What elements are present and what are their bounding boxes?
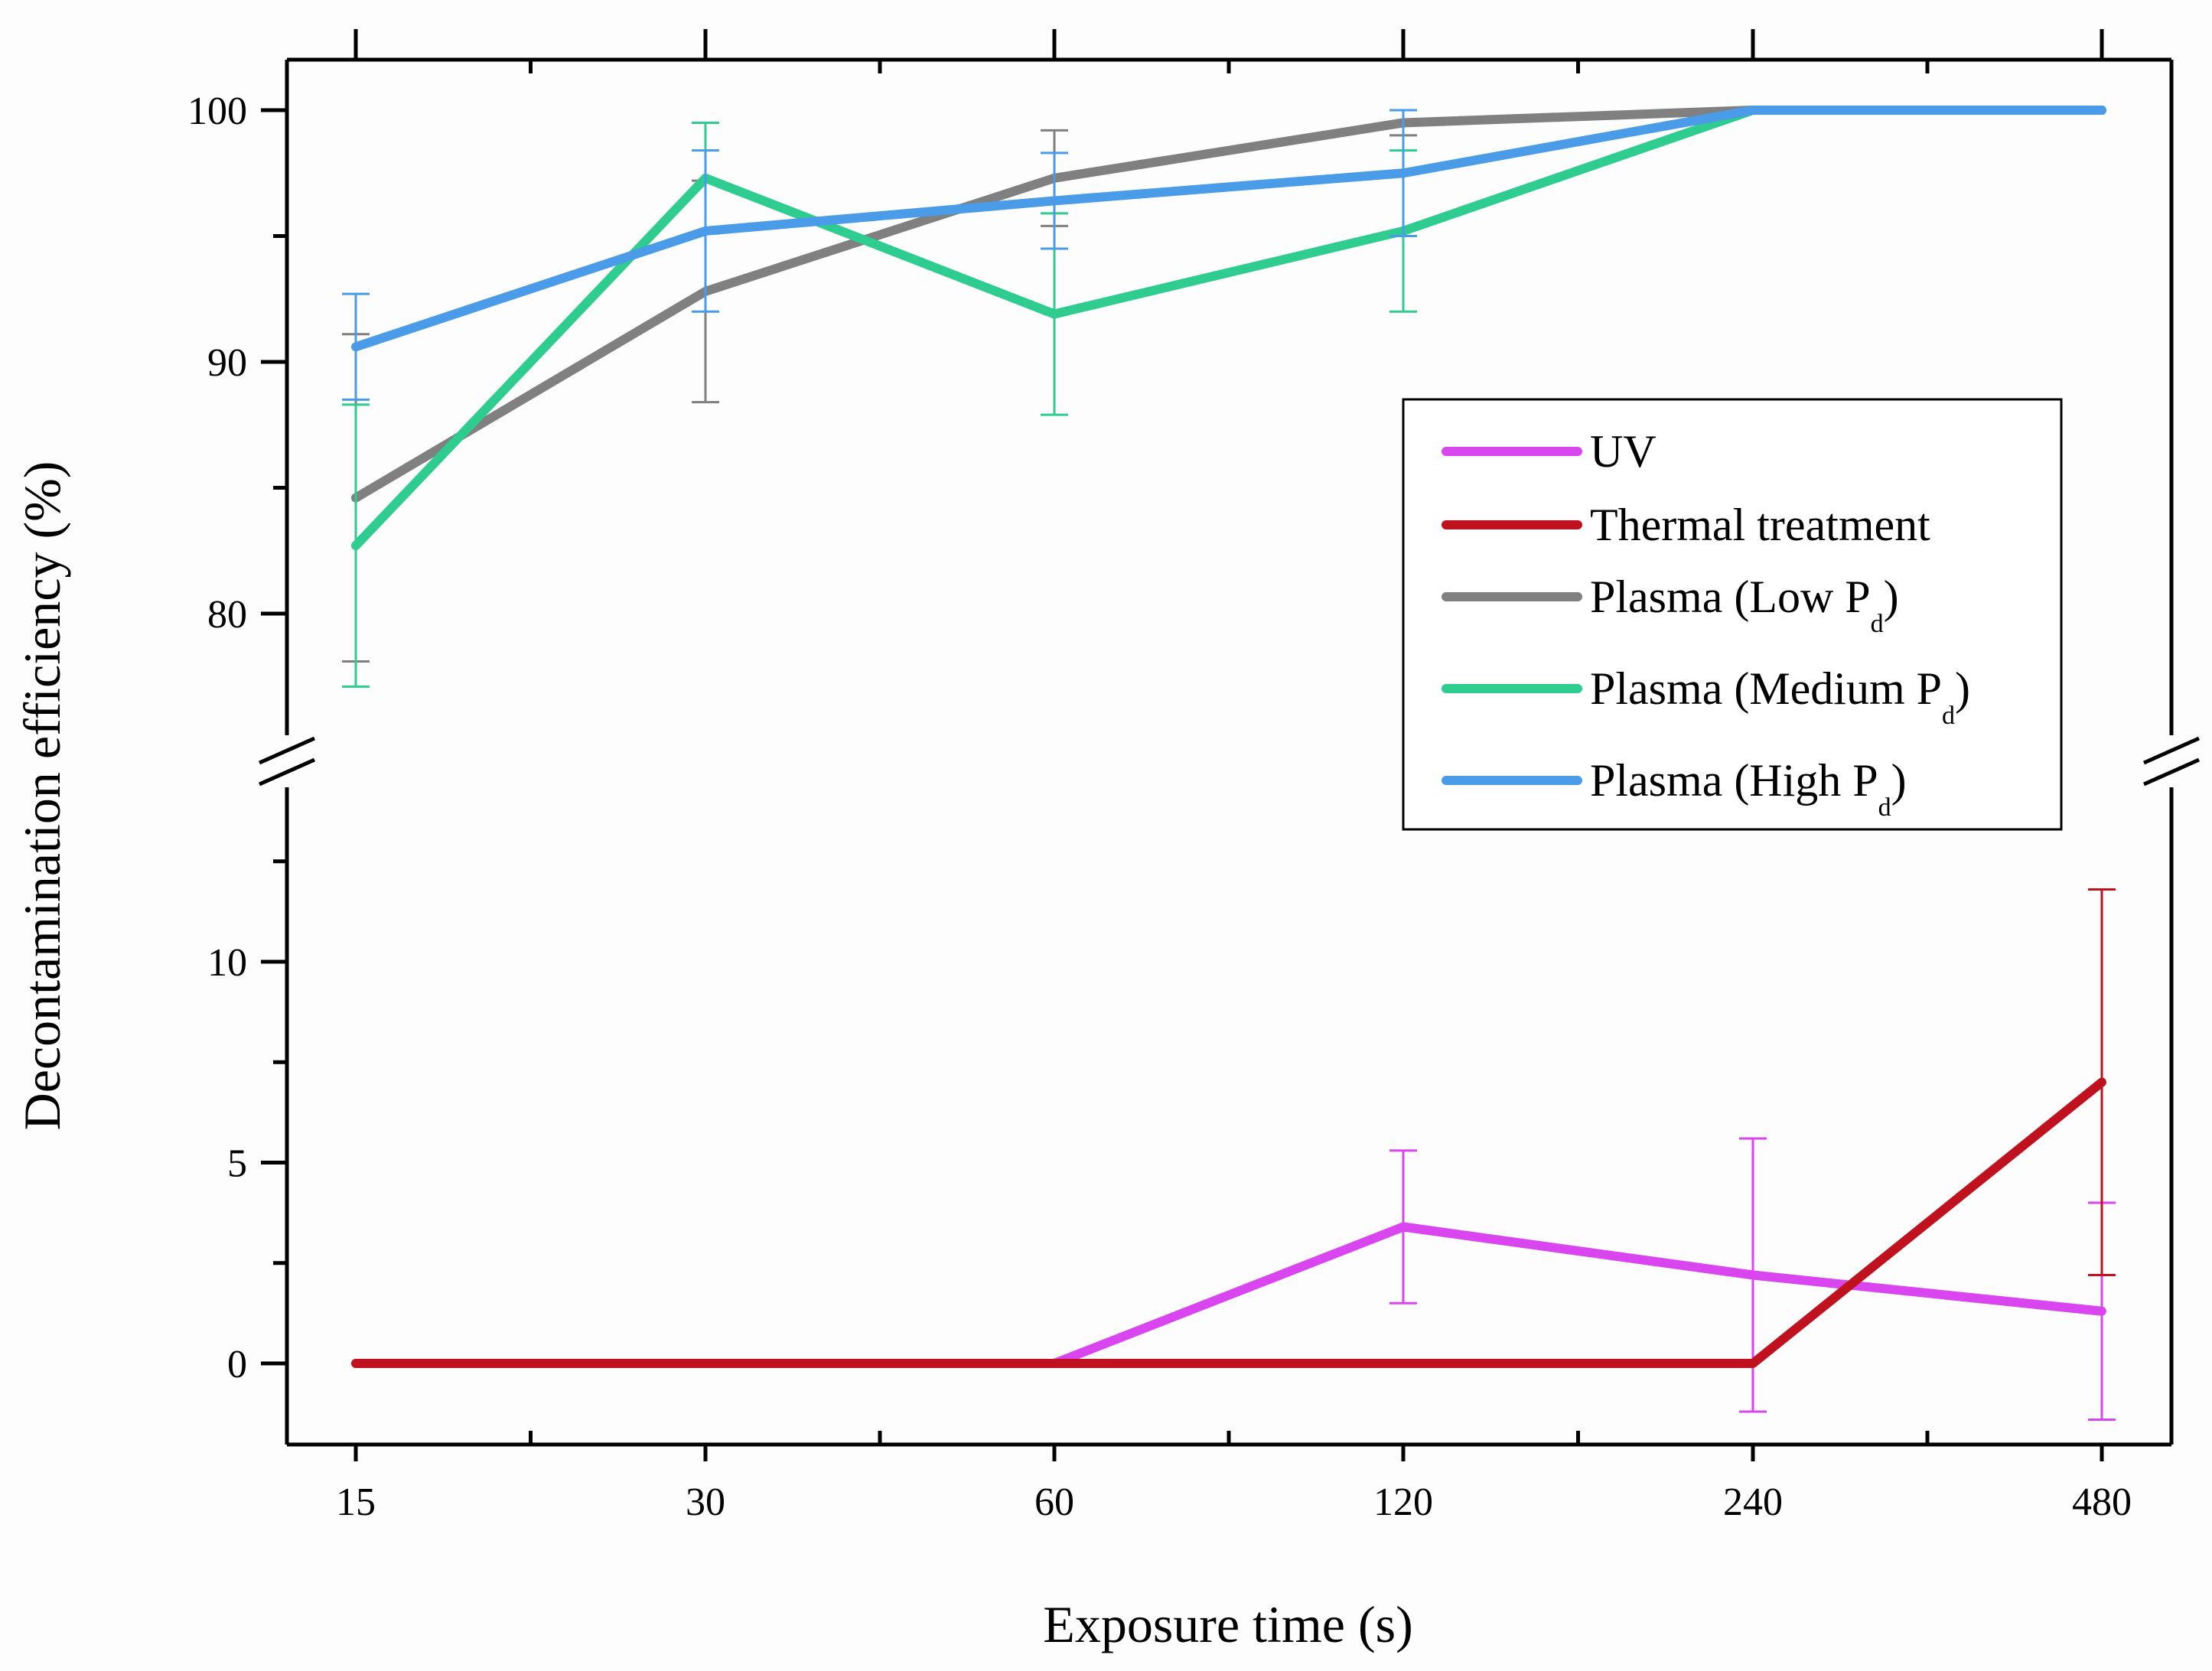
y-axis-title: Decontamination efficiency (%) bbox=[13, 461, 71, 1131]
x-tick-label: 480 bbox=[2072, 1480, 2132, 1524]
axis-break-mark bbox=[2142, 736, 2201, 765]
legend-label: UV bbox=[1590, 426, 1657, 477]
data-point-plasma-high-p-d bbox=[1400, 170, 1406, 177]
legend-label: Thermal treatment bbox=[1590, 500, 1930, 550]
data-point-plasma-medium-p-d bbox=[353, 542, 359, 549]
x-tick-label: 120 bbox=[1373, 1480, 1433, 1524]
data-point-plasma-medium-p-d bbox=[1051, 311, 1057, 318]
legend-label-subscript: d bbox=[1942, 702, 1955, 730]
data-point-plasma-high-p-d bbox=[1750, 107, 1756, 113]
data-point-thermal-treatment bbox=[1051, 1360, 1057, 1366]
legend-label: Plasma (Low Pd) bbox=[1590, 572, 1899, 638]
legend-box bbox=[1402, 398, 2063, 831]
data-point-thermal-treatment bbox=[2099, 1079, 2105, 1086]
data-point-thermal-treatment bbox=[702, 1360, 709, 1366]
data-point-plasma-high-p-d bbox=[702, 227, 709, 234]
legend-label-text: Plasma (Medium P bbox=[1590, 663, 1942, 714]
y-tick-label: 80 bbox=[207, 593, 247, 637]
y-tick-label: 10 bbox=[207, 941, 247, 985]
legend-label: Plasma (Medium Pd) bbox=[1590, 663, 1970, 730]
data-point-uv bbox=[2099, 1308, 2105, 1314]
axis-break-mark bbox=[258, 736, 316, 765]
legend-label-text: Plasma (Low P bbox=[1590, 572, 1871, 622]
y-tick-label: 100 bbox=[187, 90, 247, 133]
data-point-plasma-high-p-d bbox=[353, 344, 359, 350]
legend-label-subscript: d bbox=[1871, 610, 1884, 638]
y-tick-label: 0 bbox=[227, 1343, 247, 1386]
data-point-thermal-treatment bbox=[1750, 1360, 1756, 1366]
legend-label-tail: ) bbox=[1955, 663, 1970, 714]
legend-label-text: Thermal treatment bbox=[1590, 500, 1930, 550]
data-point-plasma-high-p-d bbox=[2099, 107, 2105, 113]
series-group bbox=[342, 106, 2116, 1421]
legend-label-text: UV bbox=[1590, 426, 1657, 477]
x-axis-title: Exposure time (s) bbox=[1043, 1595, 1412, 1653]
legend-label: Plasma (High Pd) bbox=[1590, 755, 1907, 822]
legend-label-subscript: d bbox=[1878, 793, 1891, 822]
axis-break-mark bbox=[258, 757, 316, 787]
data-point-plasma-high-p-d bbox=[1051, 197, 1057, 204]
series-line-plasma-high-p-d bbox=[351, 106, 2106, 352]
x-tick-label: 15 bbox=[336, 1480, 376, 1524]
axis-break-mark bbox=[2142, 757, 2201, 787]
data-point-uv bbox=[1750, 1272, 1756, 1278]
y-tick-label: 5 bbox=[227, 1142, 247, 1186]
series-line-thermal-treatment bbox=[351, 1077, 2106, 1368]
x-tick-label: 30 bbox=[686, 1480, 725, 1524]
data-point-thermal-treatment bbox=[1400, 1360, 1406, 1366]
data-point-thermal-treatment bbox=[353, 1360, 359, 1366]
data-point-uv bbox=[1400, 1223, 1406, 1230]
x-tick-label: 60 bbox=[1034, 1480, 1074, 1524]
legend-label-tail: ) bbox=[1884, 572, 1899, 622]
x-tick-label: 240 bbox=[1723, 1480, 1783, 1524]
legend-label-text: Plasma (High P bbox=[1590, 755, 1878, 806]
axes-group: 15 30 60 120 240 480 80 90 100 0 5 10 bbox=[187, 29, 2201, 1524]
legend-label-tail: ) bbox=[1891, 755, 1907, 806]
y-tick-label: 90 bbox=[207, 341, 247, 385]
